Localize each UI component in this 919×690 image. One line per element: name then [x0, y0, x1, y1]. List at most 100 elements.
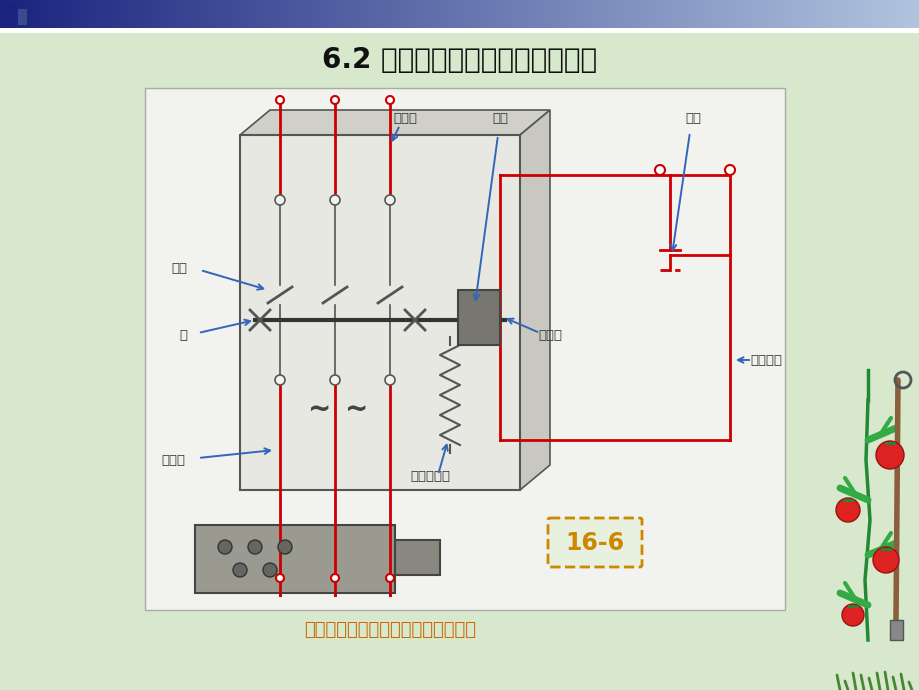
- Bar: [62, 0, 64, 28]
- Bar: [835, 0, 836, 28]
- Bar: [439, 0, 440, 28]
- Bar: [906, 0, 907, 28]
- Bar: [253, 0, 254, 28]
- Bar: [609, 0, 610, 28]
- Bar: [295, 0, 296, 28]
- Bar: [893, 0, 894, 28]
- Circle shape: [872, 547, 898, 573]
- Bar: [394, 540, 439, 575]
- Bar: [331, 0, 332, 28]
- Bar: [880, 0, 881, 28]
- Bar: [875, 0, 876, 28]
- Bar: [813, 0, 814, 28]
- Bar: [657, 0, 658, 28]
- Bar: [668, 0, 669, 28]
- Bar: [601, 0, 602, 28]
- Bar: [10, 0, 11, 28]
- Bar: [245, 0, 246, 28]
- Bar: [639, 0, 640, 28]
- Bar: [213, 0, 214, 28]
- Bar: [531, 0, 532, 28]
- Bar: [643, 0, 644, 28]
- Bar: [554, 0, 555, 28]
- Bar: [866, 0, 867, 28]
- Bar: [246, 0, 248, 28]
- Text: 触头: 触头: [171, 262, 187, 275]
- Bar: [761, 0, 762, 28]
- Bar: [320, 0, 321, 28]
- Bar: [147, 0, 148, 28]
- Bar: [318, 0, 319, 28]
- Bar: [337, 0, 338, 28]
- Bar: [204, 0, 205, 28]
- Bar: [139, 0, 140, 28]
- Bar: [800, 0, 801, 28]
- Bar: [561, 0, 562, 28]
- Bar: [88, 0, 89, 28]
- Bar: [891, 0, 892, 28]
- Bar: [324, 0, 325, 28]
- Bar: [829, 0, 830, 28]
- Bar: [322, 0, 323, 28]
- Circle shape: [331, 574, 338, 582]
- Bar: [73, 0, 74, 28]
- Bar: [582, 0, 583, 28]
- Bar: [702, 0, 703, 28]
- Bar: [241, 0, 242, 28]
- Bar: [485, 0, 486, 28]
- Bar: [826, 0, 827, 28]
- Bar: [524, 0, 525, 28]
- Bar: [697, 0, 698, 28]
- Bar: [520, 0, 521, 28]
- Circle shape: [386, 96, 393, 104]
- Bar: [175, 0, 176, 28]
- Bar: [354, 0, 355, 28]
- Bar: [617, 0, 618, 28]
- Bar: [364, 0, 365, 28]
- Bar: [314, 0, 315, 28]
- Bar: [712, 0, 713, 28]
- Bar: [463, 0, 464, 28]
- Bar: [18, 9, 27, 25]
- Bar: [794, 0, 795, 28]
- Bar: [797, 0, 798, 28]
- Bar: [752, 0, 754, 28]
- Bar: [606, 0, 607, 28]
- Bar: [855, 0, 857, 28]
- Bar: [468, 0, 469, 28]
- Bar: [446, 0, 447, 28]
- Bar: [837, 0, 838, 28]
- Bar: [549, 0, 550, 28]
- Bar: [249, 0, 250, 28]
- Bar: [80, 0, 81, 28]
- Bar: [397, 0, 398, 28]
- Bar: [180, 0, 181, 28]
- Bar: [317, 0, 318, 28]
- Bar: [687, 0, 688, 28]
- Bar: [438, 0, 439, 28]
- Bar: [92, 0, 93, 28]
- Text: 6.2 继电器接触器把握的根本线路: 6.2 继电器接触器把握的根本线路: [322, 46, 597, 74]
- Bar: [785, 0, 786, 28]
- Bar: [124, 0, 125, 28]
- Bar: [279, 0, 280, 28]
- Bar: [641, 0, 642, 28]
- Bar: [361, 0, 363, 28]
- Bar: [588, 0, 589, 28]
- Bar: [290, 0, 291, 28]
- Bar: [742, 0, 743, 28]
- Bar: [168, 0, 169, 28]
- Bar: [821, 0, 823, 28]
- Text: 主电路: 主电路: [161, 453, 185, 466]
- Bar: [232, 0, 233, 28]
- Bar: [23, 0, 24, 28]
- Bar: [483, 0, 484, 28]
- Bar: [570, 0, 571, 28]
- Bar: [172, 0, 173, 28]
- Bar: [275, 0, 276, 28]
- Bar: [227, 0, 228, 28]
- Bar: [12, 0, 13, 28]
- Bar: [94, 0, 95, 28]
- Bar: [770, 0, 771, 28]
- Bar: [722, 0, 723, 28]
